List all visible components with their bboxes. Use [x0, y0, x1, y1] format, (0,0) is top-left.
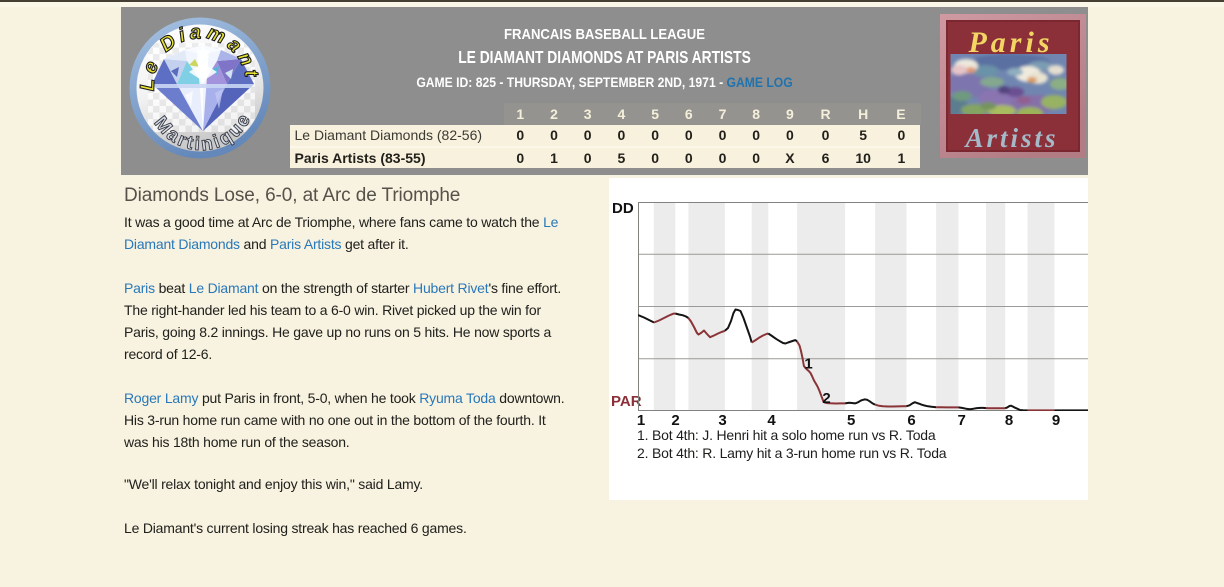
- svg-text:2: 2: [822, 390, 830, 407]
- svg-text:Artists: Artists: [963, 123, 1058, 153]
- svg-text:Paris: Paris: [967, 26, 1053, 59]
- svg-text:1: 1: [804, 356, 812, 373]
